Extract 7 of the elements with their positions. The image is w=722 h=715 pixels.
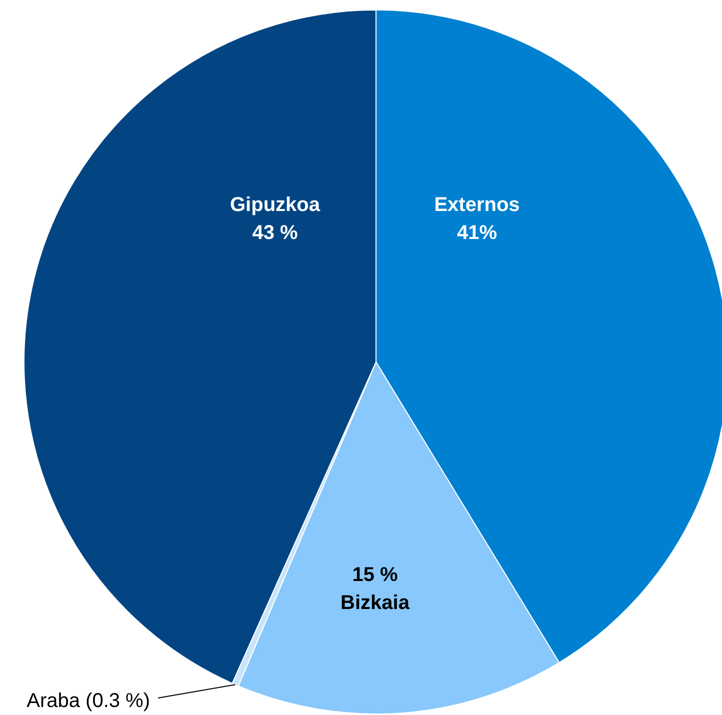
- slice-label: Externos: [434, 194, 520, 216]
- slice-label: Bizkaia: [340, 592, 410, 614]
- data-label: 15 %: [352, 564, 398, 586]
- slice-label: Araba (0.3 %): [26, 690, 150, 712]
- data-label: 41%: [456, 222, 498, 244]
- slice-label: Gipuzkoa: [230, 194, 321, 216]
- data-label: 43 %: [252, 222, 298, 244]
